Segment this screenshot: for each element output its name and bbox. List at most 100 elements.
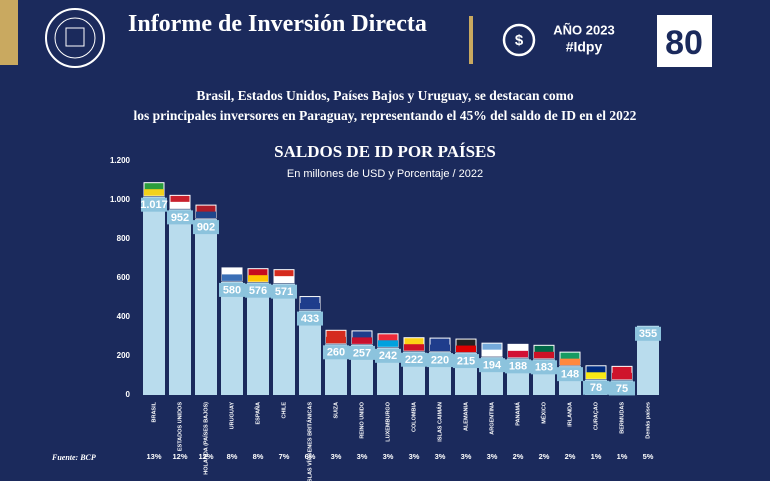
value-label-box	[297, 311, 323, 326]
y-tick-label: 200	[117, 351, 131, 360]
value-label: 148	[561, 369, 579, 381]
value-label-box	[609, 381, 635, 396]
bcp-building	[65, 27, 85, 47]
source: Fuente: BCP	[51, 453, 96, 462]
value-label-box	[375, 348, 401, 363]
value-label: 183	[535, 362, 553, 374]
value-label-box	[193, 220, 219, 235]
value-label: 215	[457, 355, 475, 367]
x-tick-label: ISLAS CAIMÁN	[436, 402, 443, 442]
bar	[299, 310, 321, 395]
x-tick-label: REINO UNIDO	[359, 401, 365, 438]
x-tick-label: ALEMANIA	[463, 402, 469, 431]
flag-band	[534, 351, 554, 359]
bar	[169, 209, 191, 395]
value-label: 188	[509, 361, 527, 373]
value-label-box	[271, 284, 297, 299]
value-label-box	[557, 367, 583, 382]
percentage-label: 2%	[513, 452, 524, 461]
chart-subtitle: En millones de USD y Porcentaje / 2022	[287, 168, 483, 180]
value-label-box	[401, 352, 427, 367]
percentage-label: 13%	[146, 452, 161, 461]
x-tick-label: ARGENTINA	[489, 402, 495, 435]
gold-strip	[0, 0, 18, 65]
title: Informe de Inversión Directa	[128, 12, 427, 37]
money-symbol: $	[515, 32, 524, 49]
y-tick-label: 1.200	[110, 156, 131, 165]
y-tick-label: 800	[117, 234, 131, 243]
x-tick-label: COLOMBIA	[411, 402, 417, 432]
flag-band	[300, 303, 320, 310]
percentage-label: 8%	[253, 452, 264, 461]
flag-band	[144, 189, 164, 196]
chart-title: SALDOS DE ID POR PAÍSES	[274, 142, 496, 161]
value-label: 433	[301, 313, 319, 325]
value-label-box	[349, 345, 375, 360]
flag-band	[482, 349, 502, 357]
x-tick-label: HOLANDA (PAÍSES BAJOS)	[201, 402, 209, 475]
bar	[195, 219, 217, 395]
flag-band	[170, 201, 190, 209]
x-tick-label: CURAÇAO	[593, 401, 599, 430]
value-label: 75	[616, 383, 628, 395]
y-tick-label: 400	[117, 312, 131, 321]
bar	[221, 281, 243, 395]
percentage-label: 5%	[643, 452, 654, 461]
value-label: 257	[353, 347, 371, 359]
percentage-label: 3%	[487, 452, 498, 461]
percentage-label: 12%	[172, 452, 187, 461]
flag-band	[274, 276, 294, 283]
flag-band	[586, 372, 606, 379]
y-tick-label: 0	[126, 390, 131, 399]
value-label-box	[427, 353, 453, 368]
percentage-label: 3%	[331, 452, 342, 461]
flag-band	[248, 275, 268, 282]
percentage-label: 1%	[617, 452, 628, 461]
x-tick-label: ESPAÑA	[254, 402, 261, 425]
flag-band	[404, 344, 424, 351]
value-label: 78	[590, 382, 602, 394]
value-label: 571	[275, 286, 293, 298]
bar	[247, 282, 269, 395]
divider	[469, 16, 473, 64]
flag-band	[612, 372, 632, 380]
value-label-box	[141, 197, 167, 212]
flag-band	[560, 358, 580, 366]
x-tick-label: LUXEMBURGO	[385, 401, 391, 441]
bar	[273, 283, 295, 395]
value-label: 242	[379, 350, 397, 362]
value-label-box	[583, 380, 609, 395]
x-tick-label: CHILE	[281, 402, 287, 419]
value-label-box	[167, 210, 193, 225]
y-tick-label: 600	[117, 273, 131, 282]
badge-bg	[657, 15, 712, 67]
percentage-label: 6%	[305, 452, 316, 461]
flag-band	[378, 340, 398, 347]
value-label: 220	[431, 355, 449, 367]
value-label: 222	[405, 354, 423, 366]
x-tick-label: Demás países	[645, 402, 651, 439]
value-label-box	[219, 282, 245, 297]
y-tick-label: 1.000	[110, 195, 131, 204]
value-label: 580	[223, 284, 241, 296]
x-tick-label: PANAMÁ	[514, 402, 521, 426]
money-icon	[502, 23, 536, 57]
percentage-label: 1%	[591, 452, 602, 461]
value-label-box	[453, 354, 479, 369]
x-tick-label: BERMUDAS	[619, 402, 625, 434]
title-box: Informe de Inversión Directa	[128, 12, 427, 37]
value-label: 355	[639, 328, 657, 340]
value-label-box	[635, 326, 661, 341]
x-tick-label: ESTADOS UNIDOS	[177, 402, 183, 451]
bcp-seal-inner	[54, 17, 96, 59]
hashtag: #Idpy	[566, 39, 603, 55]
percentage-label: 3%	[435, 452, 446, 461]
headline-line: Brasil, Estados Unidos, Países Bajos y U…	[196, 88, 574, 103]
value-label: 194	[483, 360, 502, 372]
x-tick-label: SUIZA	[333, 402, 339, 419]
percentage-label: 2%	[539, 452, 550, 461]
value-label-box	[323, 345, 349, 360]
x-tick-label: IRLANDA	[567, 402, 573, 427]
